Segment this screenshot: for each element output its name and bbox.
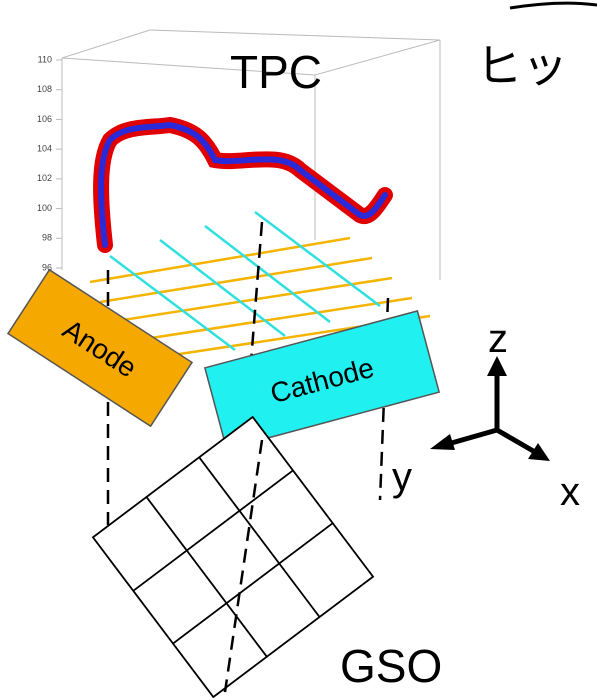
track-fit	[101, 125, 385, 245]
z-label: z	[488, 317, 508, 361]
gso-array	[93, 417, 373, 697]
tpc-label: TPC	[230, 46, 322, 98]
axis-tick-label: 100	[37, 203, 52, 213]
track-hits	[101, 125, 385, 245]
y-label: y	[392, 455, 412, 499]
cut-stroke	[510, 3, 597, 8]
axis-tick-label: 106	[37, 114, 52, 124]
axis-tick-label: 108	[37, 84, 52, 94]
axis-tick-label: 110	[38, 54, 52, 64]
diagram: Anode Cathode TPC ヒッ GSO z y x 110108106…	[0, 0, 597, 698]
partial-text: ヒッ	[476, 40, 568, 92]
axis-tick-label: 102	[37, 173, 52, 183]
coordinate-axes	[430, 356, 550, 461]
gso-label: GSO	[340, 640, 442, 692]
x-label: x	[560, 470, 580, 514]
axis-tick-label: 96	[42, 262, 52, 272]
anode-box: Anode	[8, 270, 192, 426]
axis-tick-label: 104	[37, 144, 52, 154]
axis-tick-label: 98	[42, 233, 52, 243]
